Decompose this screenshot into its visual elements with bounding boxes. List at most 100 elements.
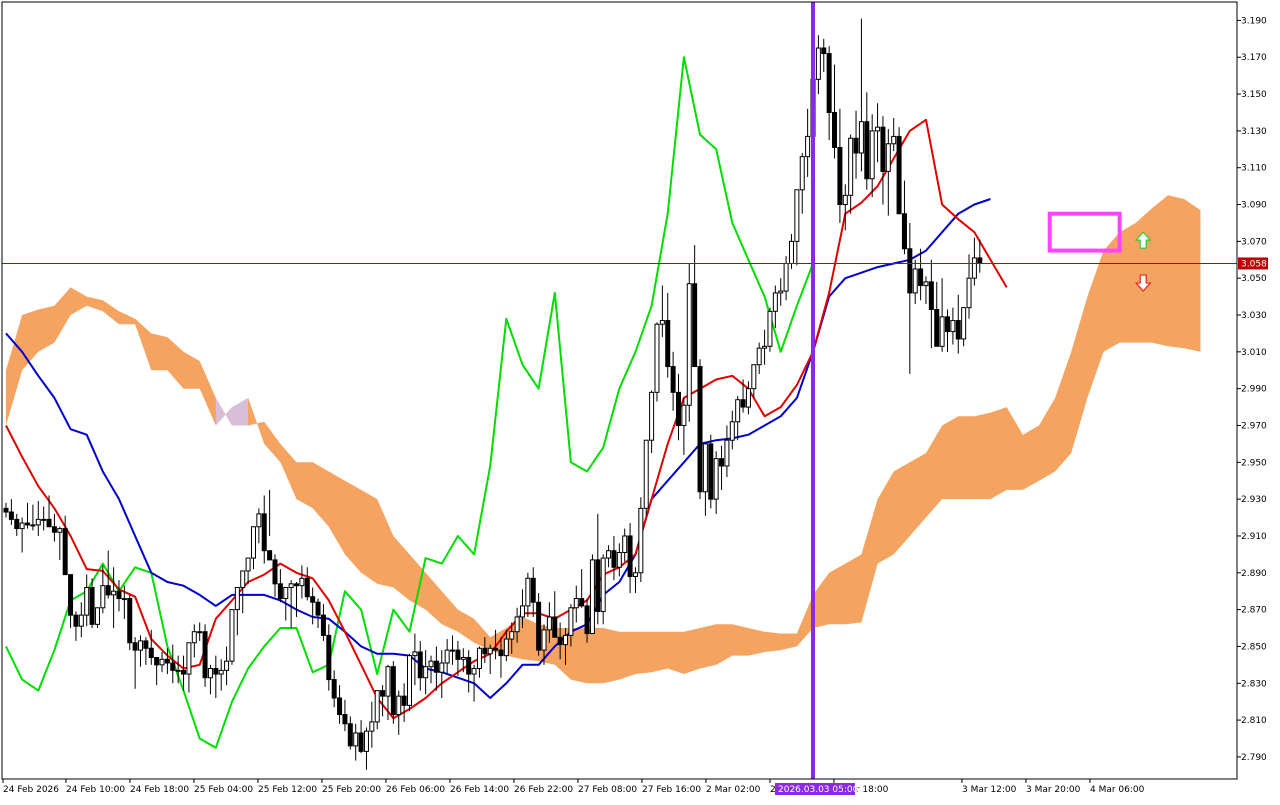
candle-body-bear [627,535,633,577]
candle [573,585,579,623]
candle [19,517,25,553]
candle-body-bear [164,658,170,664]
x-tick-label: 3 Mar 20:00 [1026,785,1081,795]
candle-body-bear [181,669,187,675]
candle [665,292,671,378]
time-axis[interactable]: 24 Feb 2026 24 Feb 10:00 24 Feb 18:00 25 Fe… [2,779,1145,795]
candle-body-bear [719,458,725,467]
candle [143,637,149,665]
y-tick-label: 3.010 [1241,348,1267,358]
candle [638,497,644,582]
candle [89,578,95,629]
candle [396,690,402,735]
candle-body-bull [735,399,741,423]
candle [385,664,391,721]
candle-body-bull [842,194,848,206]
plot-frame [1,1,1238,780]
candle [509,622,515,654]
candle [202,624,208,687]
candle-body-bull [245,557,251,572]
candle [41,506,47,531]
candle-body-bull [121,598,127,601]
arrow-up-icon [1134,231,1152,249]
candle [880,116,886,205]
candle-body-bull [218,669,224,675]
candle [417,640,423,691]
kumo-bull-segment [248,195,1201,684]
candle [875,103,881,163]
candle [320,604,326,641]
candle-body-bear [380,690,386,697]
candle [493,629,499,660]
candle-body-bear [611,550,617,568]
candle-body-bear [536,601,542,651]
candle-body-bull [767,310,773,347]
candle [78,602,84,638]
candle [961,307,967,347]
y-tick-label: 3.130 [1241,127,1267,137]
candle-body-bull [234,587,240,611]
candle-body-bear [304,577,310,598]
crosshair-time-label-bg [775,783,855,795]
candle [649,390,655,454]
candle [455,640,461,676]
candle-body-bear [46,518,52,528]
candle [848,134,854,214]
candle-body-bear [261,513,267,552]
candle [116,580,122,612]
candle-body-bull [111,590,117,596]
y-tick-label: 3.170 [1241,53,1267,63]
candle-body-bear [498,649,504,657]
candle-body-bear [358,732,364,752]
candle [891,117,897,152]
candle-body-bear [8,511,14,520]
candle-body-bear [62,528,68,576]
candle [250,526,256,570]
candle [94,607,100,629]
candle [606,545,612,568]
candle-body-bear [105,585,111,596]
kumo-cloud [6,195,1201,684]
candle-body-bull [476,647,482,670]
candle [772,285,778,328]
candle-body-bear [326,634,332,681]
candle-body-bear [310,596,316,603]
candle-body-bear [3,507,9,513]
candle [966,254,972,319]
candle-body-bull [229,609,235,662]
candle [450,635,456,665]
price-axis[interactable]: 3.190 3.170 3.150 3.130 3.110 3.090 3.070 3.050… [1237,16,1268,763]
candle [25,502,31,529]
candle [525,572,531,617]
candle-body-bear [25,522,31,526]
candle [482,637,488,664]
candle [476,646,482,678]
highlight-box[interactable] [1047,211,1122,253]
candle [412,633,418,686]
candle-body-bull [794,189,800,242]
candle-body-bear [272,559,278,585]
candle-body-bull [423,666,429,679]
candle-body-bull [971,257,977,279]
candle [536,593,542,656]
y-tick-label: 2.870 [1241,606,1267,616]
candle-body-bull [353,732,359,747]
candle [35,500,41,536]
candle-body-bear [584,605,590,635]
candle-body-bear [665,320,671,368]
candle-body-bear [466,656,472,675]
candle-body-bull [778,290,784,294]
candle [294,581,300,617]
crosshair-time-label: 2026.03.03 05:00 [775,783,859,795]
candle-body-bull [224,660,230,671]
candle-body-bear [832,111,838,148]
y-tick-label: 2.890 [1241,569,1267,579]
candle-body-bear [977,257,983,264]
candle [267,489,273,561]
candle [552,591,558,638]
candle [207,664,213,695]
x-tick-label: 24 Feb 10:00 [66,785,125,795]
candle [283,587,289,621]
